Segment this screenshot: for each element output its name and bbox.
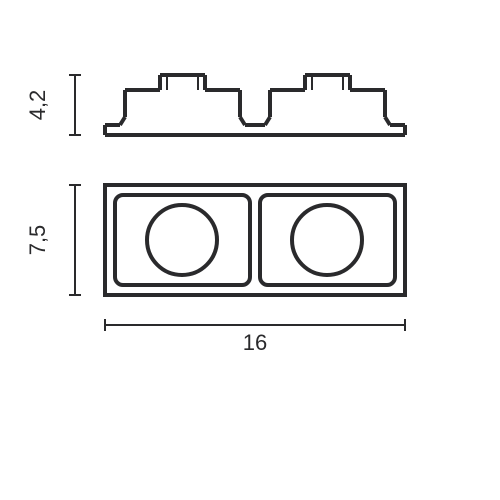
dimension-lines (69, 75, 405, 331)
side-elevation (105, 75, 405, 135)
technical-drawing: 16 7,5 4,2 (0, 0, 500, 500)
dim-front-height-label: 7,5 (25, 225, 50, 256)
plan-view (105, 185, 405, 295)
dim-side-height-label: 4,2 (25, 90, 50, 121)
dim-width-label: 16 (243, 330, 267, 355)
